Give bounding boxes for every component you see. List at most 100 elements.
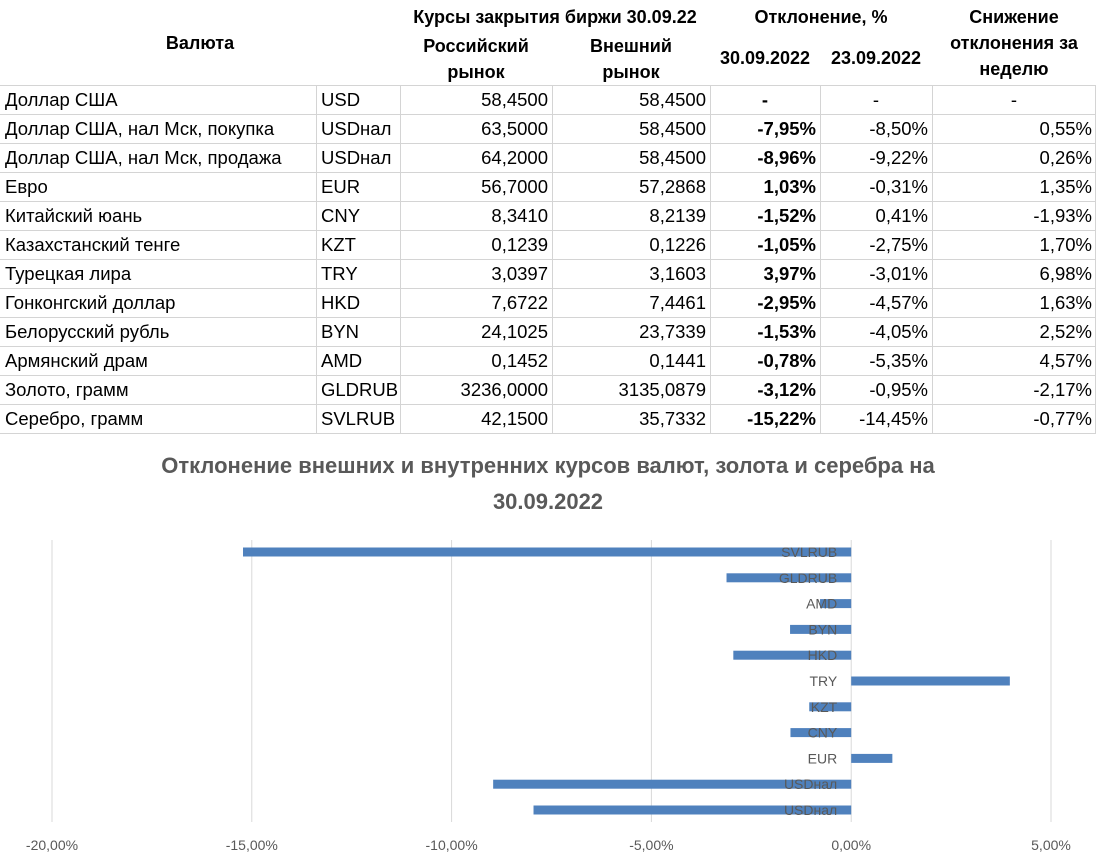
cell-deviation-date2[interactable]: 0,41% xyxy=(875,205,928,226)
cell-weekly-reduction[interactable]: 0,26% xyxy=(1039,147,1092,168)
cell-currency-code[interactable]: HKD xyxy=(321,292,361,313)
cell-deviation-date2[interactable]: -0,95% xyxy=(869,379,928,400)
chart-bar[interactable] xyxy=(726,573,852,583)
cell-russian-rate[interactable]: 24,1025 xyxy=(481,321,548,342)
cell-deviation-date1[interactable]: -0,78% xyxy=(757,350,816,371)
cell-currency-name[interactable]: Казахстанский тенге xyxy=(5,234,181,255)
cell-weekly-reduction[interactable]: - xyxy=(1010,89,1018,110)
chart-bar[interactable] xyxy=(243,547,852,557)
cell-deviation-date2[interactable]: - xyxy=(872,89,880,110)
header-date2[interactable]: 23.09.2022 xyxy=(830,48,922,68)
cell-currency-code[interactable]: KZT xyxy=(321,234,356,255)
cell-deviation-date2[interactable]: -4,57% xyxy=(869,292,928,313)
header-date1[interactable]: 30.09.2022 xyxy=(719,48,811,68)
cell-deviation-date1[interactable]: 3,97% xyxy=(763,263,816,284)
cell-weekly-reduction[interactable]: -0,77% xyxy=(1033,408,1092,429)
cell-deviation-date2[interactable]: -3,01% xyxy=(869,263,928,284)
chart-bar[interactable] xyxy=(851,676,1010,686)
header-reduction[interactable]: Снижение отклонения за неделю xyxy=(932,4,1096,82)
cell-currency-code[interactable]: USDнал xyxy=(321,147,392,168)
cell-weekly-reduction[interactable]: 6,98% xyxy=(1039,263,1092,284)
cell-deviation-date1[interactable]: -1,05% xyxy=(757,234,816,255)
cell-weekly-reduction[interactable]: 1,35% xyxy=(1039,176,1092,197)
cell-russian-rate[interactable]: 3236,0000 xyxy=(460,379,548,400)
cell-currency-code[interactable]: AMD xyxy=(321,350,363,371)
cell-weekly-reduction[interactable]: 4,57% xyxy=(1039,350,1092,371)
cell-external-rate[interactable]: 35,7332 xyxy=(639,408,706,429)
cell-russian-rate[interactable]: 42,1500 xyxy=(481,408,548,429)
cell-deviation-date2[interactable]: -8,50% xyxy=(869,118,928,139)
cell-currency-name[interactable]: Армянский драм xyxy=(5,350,148,371)
cell-weekly-reduction[interactable]: -2,17% xyxy=(1033,379,1092,400)
cell-external-rate[interactable]: 58,4500 xyxy=(639,89,706,110)
cell-deviation-date2[interactable]: -0,31% xyxy=(869,176,928,197)
cell-russian-rate[interactable]: 58,4500 xyxy=(481,89,548,110)
cell-currency-name[interactable]: Гонконгский доллар xyxy=(5,292,176,313)
cell-russian-rate[interactable]: 56,7000 xyxy=(481,176,548,197)
cell-currency-name[interactable]: Китайский юань xyxy=(5,205,143,226)
cell-currency-code[interactable]: SVLRUB xyxy=(321,408,396,429)
cell-deviation-date1[interactable]: -7,95% xyxy=(757,118,816,139)
cell-currency-code[interactable]: USDнал xyxy=(321,118,392,139)
cell-deviation-date1[interactable]: - xyxy=(761,89,769,110)
chart-bar[interactable] xyxy=(493,779,852,789)
chart-bar[interactable] xyxy=(851,753,893,763)
cell-deviation-date1[interactable]: -2,95% xyxy=(757,292,816,313)
cell-weekly-reduction[interactable]: 1,63% xyxy=(1039,292,1092,313)
cell-deviation-date2[interactable]: -9,22% xyxy=(869,147,928,168)
cell-currency-code[interactable]: BYN xyxy=(321,321,360,342)
cell-external-rate[interactable]: 0,1226 xyxy=(649,234,706,255)
cell-weekly-reduction[interactable]: -1,93% xyxy=(1033,205,1092,226)
chart-bar[interactable] xyxy=(533,805,852,815)
chart-bar[interactable] xyxy=(790,624,852,634)
cell-deviation-date2[interactable]: -14,45% xyxy=(859,408,928,429)
cell-weekly-reduction[interactable]: 1,70% xyxy=(1039,234,1092,255)
cell-external-rate[interactable]: 8,2139 xyxy=(649,205,706,226)
cell-currency-name[interactable]: Доллар США, нал Мск, продажа xyxy=(5,147,282,168)
cell-currency-name[interactable]: Белорусский рубль xyxy=(5,321,170,342)
cell-deviation-date1[interactable]: -3,12% xyxy=(757,379,816,400)
cell-currency-code[interactable]: GLDRUB xyxy=(321,379,399,400)
cell-external-rate[interactable]: 57,2868 xyxy=(639,176,706,197)
cell-external-rate[interactable]: 7,4461 xyxy=(649,292,706,313)
cell-currency-name[interactable]: Золото, грамм xyxy=(5,379,129,400)
cell-deviation-date1[interactable]: -1,53% xyxy=(757,321,816,342)
cell-weekly-reduction[interactable]: 0,55% xyxy=(1039,118,1092,139)
cell-currency-code[interactable]: USD xyxy=(321,89,361,110)
cell-russian-rate[interactable]: 63,5000 xyxy=(481,118,548,139)
cell-currency-code[interactable]: CNY xyxy=(321,205,361,226)
cell-external-rate[interactable]: 3,1603 xyxy=(649,263,706,284)
cell-currency-name[interactable]: Евро xyxy=(5,176,48,197)
cell-russian-rate[interactable]: 0,1239 xyxy=(491,234,548,255)
cell-deviation-date2[interactable]: -4,05% xyxy=(869,321,928,342)
cell-currency-name[interactable]: Турецкая лира xyxy=(5,263,132,284)
cell-currency-code[interactable]: TRY xyxy=(321,263,358,284)
cell-external-rate[interactable]: 3135,0879 xyxy=(618,379,706,400)
header-rates-group[interactable]: Курсы закрытия биржи 30.09.22 xyxy=(413,7,697,27)
cell-currency-code[interactable]: EUR xyxy=(321,176,361,197)
cell-currency-name[interactable]: Серебро, грамм xyxy=(5,408,144,429)
cell-russian-rate[interactable]: 7,6722 xyxy=(491,292,548,313)
cell-currency-name[interactable]: Доллар США, нал Мск, покупка xyxy=(5,118,275,139)
chart-bar[interactable] xyxy=(809,702,852,712)
cell-deviation-date2[interactable]: -5,35% xyxy=(869,350,928,371)
cell-russian-rate[interactable]: 64,2000 xyxy=(481,147,548,168)
cell-russian-rate[interactable]: 3,0397 xyxy=(491,263,548,284)
cell-russian-rate[interactable]: 8,3410 xyxy=(491,205,548,226)
cell-deviation-date2[interactable]: -2,75% xyxy=(869,234,928,255)
cell-external-rate[interactable]: 58,4500 xyxy=(639,147,706,168)
header-deviation-group[interactable]: Отклонение, % xyxy=(754,7,888,27)
header-currency[interactable]: Валюта xyxy=(165,33,235,53)
cell-russian-rate[interactable]: 0,1452 xyxy=(491,350,548,371)
cell-deviation-date1[interactable]: -1,52% xyxy=(757,205,816,226)
chart-bar[interactable] xyxy=(820,599,852,609)
cell-external-rate[interactable]: 58,4500 xyxy=(639,118,706,139)
cell-currency-name[interactable]: Доллар США xyxy=(5,89,118,110)
chart-bar[interactable] xyxy=(733,650,852,660)
header-russian-market[interactable]: Российский рынок xyxy=(400,33,552,85)
chart-bar[interactable] xyxy=(790,728,852,738)
cell-deviation-date1[interactable]: -8,96% xyxy=(757,147,816,168)
cell-weekly-reduction[interactable]: 2,52% xyxy=(1039,321,1092,342)
cell-deviation-date1[interactable]: -15,22% xyxy=(747,408,816,429)
header-external-market[interactable]: Внешний рынок xyxy=(552,33,710,85)
